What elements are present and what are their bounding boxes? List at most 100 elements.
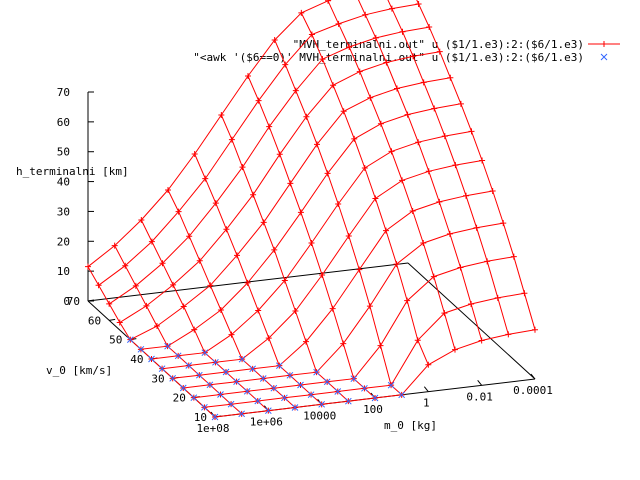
surface-point	[340, 108, 347, 115]
x-axis-ticks: 1e+08 1e+06 10000 100 1 0.01 0.0001	[196, 373, 553, 435]
mesh-line-m0	[194, 153, 323, 405]
surface-point	[143, 302, 150, 309]
surface-point	[329, 305, 336, 312]
surface-point	[346, 44, 353, 51]
y-axis-ticks: 70 60 50 40 30 20 10	[67, 295, 222, 424]
zero-height-point	[201, 349, 209, 357]
surface-point	[287, 180, 294, 187]
x-tick-label: 10000	[303, 409, 336, 422]
surface-point	[441, 133, 448, 140]
y-tick-label: 40	[130, 353, 143, 366]
surface-point	[148, 238, 155, 245]
x-tick-label: 1e+08	[196, 422, 229, 435]
zero-height-point	[137, 345, 145, 353]
surface-point	[463, 192, 469, 199]
x-tick-mark	[530, 373, 536, 380]
surface-point	[116, 319, 123, 326]
z-tick-label: 60	[57, 116, 70, 129]
surface-point	[479, 157, 486, 164]
x-tick-label: 100	[363, 403, 383, 416]
surface-point	[383, 59, 390, 66]
surface-point	[303, 113, 310, 120]
surface-point	[271, 36, 278, 43]
zero-height-point	[195, 371, 203, 379]
surface-point	[282, 61, 289, 68]
z-tick-label: 40	[57, 176, 70, 189]
zero-height-point	[371, 394, 379, 402]
surface-point	[521, 290, 528, 297]
surface-point	[159, 260, 166, 267]
surface-point	[457, 264, 464, 271]
surface-point	[308, 239, 315, 246]
surface-point	[372, 34, 379, 41]
surface-point	[281, 277, 288, 284]
zero-height-point	[185, 362, 193, 369]
surface-point	[431, 105, 438, 112]
zero-height-point	[344, 397, 352, 405]
surface-point	[426, 24, 433, 31]
surface-point	[202, 175, 209, 182]
zero-height-point	[297, 381, 304, 389]
z-tick-label: 0	[63, 295, 70, 308]
y-tick-label: 20	[173, 392, 186, 405]
x-tick-mark	[423, 386, 429, 392]
zero-height-point	[249, 365, 257, 373]
surface-point	[228, 331, 235, 338]
zero-height-point	[211, 413, 219, 421]
legend-entry-1-marker	[601, 41, 607, 47]
zero-height-point	[243, 387, 251, 395]
surface-point	[292, 308, 299, 315]
z-tick-label: 20	[57, 235, 70, 248]
surface-point	[265, 335, 272, 342]
surface-point	[207, 282, 214, 289]
surface-point	[404, 111, 411, 118]
zero-height-point	[264, 407, 272, 415]
surface-point	[165, 186, 171, 193]
surface-point	[383, 227, 389, 234]
zero-height-point	[291, 404, 299, 411]
surface-point	[340, 340, 347, 347]
x-tick-label: 0.0001	[513, 384, 553, 397]
surface-point	[478, 337, 485, 344]
surface-point	[245, 72, 251, 79]
surface-point	[532, 326, 538, 333]
surface-point	[175, 208, 182, 215]
x-tick-label: 1	[423, 397, 430, 410]
surface-point	[436, 48, 443, 55]
surface-point	[356, 68, 363, 75]
surface-point	[473, 224, 480, 231]
z-axis-label: h_terminalni [km]	[16, 165, 129, 178]
legend-entry-2-marker	[600, 53, 608, 61]
legend-entry-2-label: "<awk '($6==0)' MVH_terminalni.out" u ($…	[193, 51, 584, 64]
x-tick-label: 1e+06	[250, 416, 283, 429]
surface-point	[425, 361, 432, 368]
surface-point	[196, 257, 203, 264]
surface-point	[399, 177, 406, 184]
surface-point	[271, 246, 278, 253]
surface-point	[319, 272, 326, 279]
surface-point	[170, 281, 177, 288]
zero-height-point	[270, 384, 278, 392]
surface-point	[468, 301, 475, 308]
zero-height-point	[275, 362, 283, 370]
mesh-line-v0	[162, 160, 483, 370]
surface-point	[244, 279, 251, 286]
surface-point	[457, 100, 464, 107]
surface-point	[218, 111, 225, 118]
surface-point	[420, 240, 427, 247]
zero-height-point	[206, 381, 214, 389]
surface-point	[377, 120, 384, 127]
surface-point	[138, 217, 145, 224]
z-tick-label: 50	[57, 146, 70, 159]
surface-point	[191, 326, 198, 333]
surface-point	[234, 252, 240, 259]
legend-entry-2-cross-marker	[600, 53, 608, 61]
zero-height-point	[212, 358, 219, 366]
zero-height-point	[286, 371, 294, 379]
z-tick-label: 70	[57, 86, 70, 99]
x-axis-label: m_0 [kg]	[384, 419, 437, 432]
surface-point	[228, 136, 235, 143]
surface-point	[494, 294, 501, 301]
surface-point	[319, 56, 326, 63]
